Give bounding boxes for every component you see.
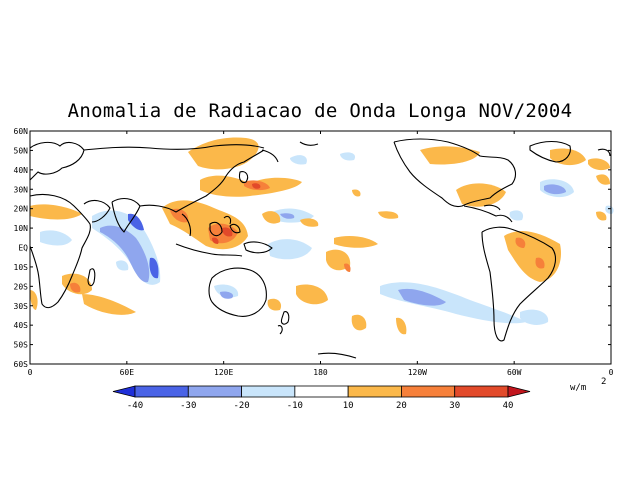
lon-label: 180 [313,368,328,377]
lon-label: 120E [214,368,233,377]
lat-label: 30S [14,302,29,311]
colorbar-tick-label: -30 [180,401,196,411]
colorbar-tick-label: -10 [287,401,303,411]
colorbar: -40 -30 -20 -10 10 20 30 40 w/m 2 [112,377,606,411]
colorbar-segment [507,385,531,398]
lon-label: 60W [507,368,522,377]
colorbar-segment [347,385,402,398]
lat-label: 10S [14,263,29,272]
lon-label: 60E [120,368,135,377]
colorbar-tick-label: -40 [127,401,143,411]
colorbar-unit: w/m [570,383,586,393]
lat-label: 30N [14,185,29,194]
colorbar-tick-label: 40 [503,401,514,411]
lon-label: 0 [609,368,614,377]
lat-label: 60N [14,127,29,136]
lat-label: EQ [18,244,28,253]
colorbar-segment [187,385,242,398]
lon-label: 120W [408,368,427,377]
colorbar-tick-label: -20 [233,401,249,411]
colorbar-segment [401,385,456,398]
lon-label: 0 [28,368,33,377]
lat-label: 10N [14,224,29,233]
lat-label: 40N [14,166,29,175]
lat-label: 20S [14,282,29,291]
colorbar-tick-label: 10 [343,401,354,411]
lon-ticks: 0 60E 120E 180 120W 60W 0 [28,131,614,377]
lat-label: 60S [14,360,29,369]
colorbar-segment [454,385,509,398]
colorbar-segment [241,385,296,398]
colorbar-segment [112,385,136,398]
coastlines [29,138,611,359]
lat-label: 50N [14,146,29,155]
colorbar-unit-exponent: 2 [601,377,606,387]
map-panel: 60N 50N 40N 30N 20N 10N EQ 10S 20S 30S 40S 50S 60S 0… [14,127,614,377]
lat-label: 50S [14,341,29,350]
map-title: Anomalia de Radiacao de Onda Longa NOV/2… [67,100,573,122]
colorbar-tick-label: 30 [449,401,460,411]
colorbar-tick-label: 20 [396,401,407,411]
lat-label: 40S [14,321,29,330]
colorbar-segment [294,385,349,398]
colorbar-segment [134,385,189,398]
anomaly-fields [30,137,614,335]
lat-label: 20N [14,205,29,214]
lat-ticks: 60N 50N 40N 30N 20N 10N EQ 10S 20S 30S 40S 50S 60S [14,127,611,369]
